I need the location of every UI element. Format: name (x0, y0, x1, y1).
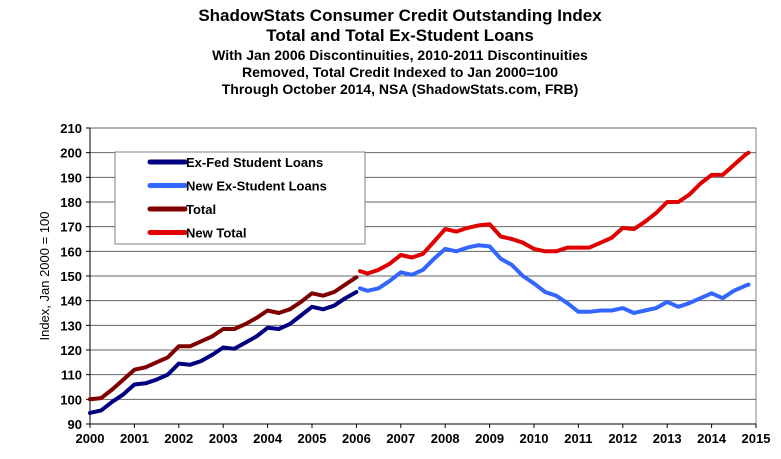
y-tick-label: 160 (60, 244, 82, 259)
legend-box (114, 151, 366, 245)
series-line-ex-fed-student-loans (88, 290, 359, 415)
legend-label: Ex-Fed Student Loans (186, 155, 323, 170)
y-tick-label: 120 (60, 343, 82, 358)
y-tick-label: 210 (60, 121, 82, 136)
subtitle-line-3: Through October 2014, NSA (ShadowStats.c… (221, 81, 579, 97)
x-tick-label: 2008 (431, 431, 460, 446)
legend-label: New Total (186, 226, 246, 241)
y-tick-label: 150 (60, 269, 82, 284)
x-tick-label: 2011 (564, 431, 592, 446)
y-tick-label: 110 (61, 368, 82, 383)
x-tick-label: 2002 (164, 431, 193, 446)
chart-subtitle: With Jan 2006 Discontinuities, 2010-2011… (0, 47, 781, 98)
legend-label: New Ex-Student Loans (186, 179, 327, 194)
y-tick-label: 200 (60, 146, 82, 161)
chart-title: ShadowStats Consumer Credit Outstanding … (0, 6, 781, 46)
x-tick-label: 2012 (608, 431, 637, 446)
x-tick-label: 2010 (520, 431, 549, 446)
y-tick-label: 190 (60, 170, 82, 185)
y-tick-label: 180 (60, 195, 82, 210)
x-tick-label: 2006 (342, 431, 371, 446)
x-tick-label: 2004 (253, 431, 283, 446)
x-tick-label: 2000 (76, 431, 105, 446)
y-axis-label: Index, Jan 2000 = 100 (37, 211, 52, 340)
x-tick-label: 2001 (120, 431, 149, 446)
subtitle-line-1: With Jan 2006 Discontinuities, 2010-2011… (212, 47, 588, 63)
legend-label: Total (186, 202, 216, 217)
x-tick-label: 2014 (697, 431, 727, 446)
x-tick-label: 2015 (742, 431, 771, 446)
y-tick-label: 130 (60, 318, 82, 333)
y-tick-label: 170 (60, 220, 82, 235)
series-line-total (88, 275, 359, 402)
title-line-2: Total and Total Ex-Student Loans (266, 26, 534, 45)
series-line-new-total (358, 150, 751, 276)
x-tick-label: 2003 (209, 431, 238, 446)
x-tick-label: 2009 (475, 431, 504, 446)
x-tick-label: 2007 (386, 431, 415, 446)
y-tick-label: 100 (60, 392, 82, 407)
x-tick-label: 2013 (653, 431, 682, 446)
x-tick-label: 2005 (298, 431, 327, 446)
subtitle-line-2: Removed, Total Credit Indexed to Jan 200… (241, 64, 559, 80)
title-line-1: ShadowStats Consumer Credit Outstanding … (198, 6, 602, 25)
y-tick-label: 140 (60, 294, 82, 309)
y-tick-label: 90 (68, 417, 82, 432)
series-line-new-ex-student-loans (358, 243, 751, 315)
